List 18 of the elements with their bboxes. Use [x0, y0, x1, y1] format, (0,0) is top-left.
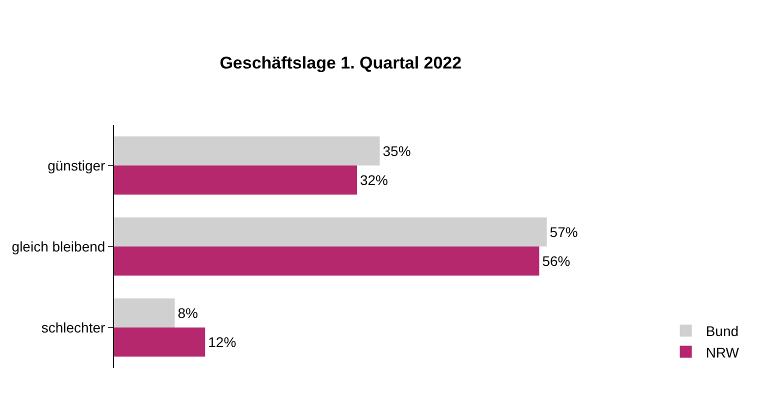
- y-tick-label: schlechter: [41, 319, 106, 336]
- bar: [114, 298, 175, 328]
- data-label: 56%: [542, 253, 570, 270]
- chart-title: Geschäftslage 1. Quartal 2022: [220, 53, 462, 72]
- data-label: 12%: [208, 334, 236, 350]
- data-label: 8%: [178, 304, 198, 321]
- legend-label: NRW: [706, 344, 740, 360]
- data-label: 32%: [360, 172, 388, 188]
- data-label: 35%: [382, 142, 411, 159]
- bar: [114, 136, 380, 166]
- legend-label: Bund: [706, 323, 739, 340]
- y-tick-label: günstiger: [48, 157, 106, 174]
- y-tick-label: gleich bleibend: [12, 238, 106, 254]
- bar: [114, 246, 540, 276]
- data-label: 57%: [550, 224, 578, 240]
- bar: [114, 217, 547, 246]
- bar: [114, 328, 206, 357]
- bar: [114, 166, 357, 195]
